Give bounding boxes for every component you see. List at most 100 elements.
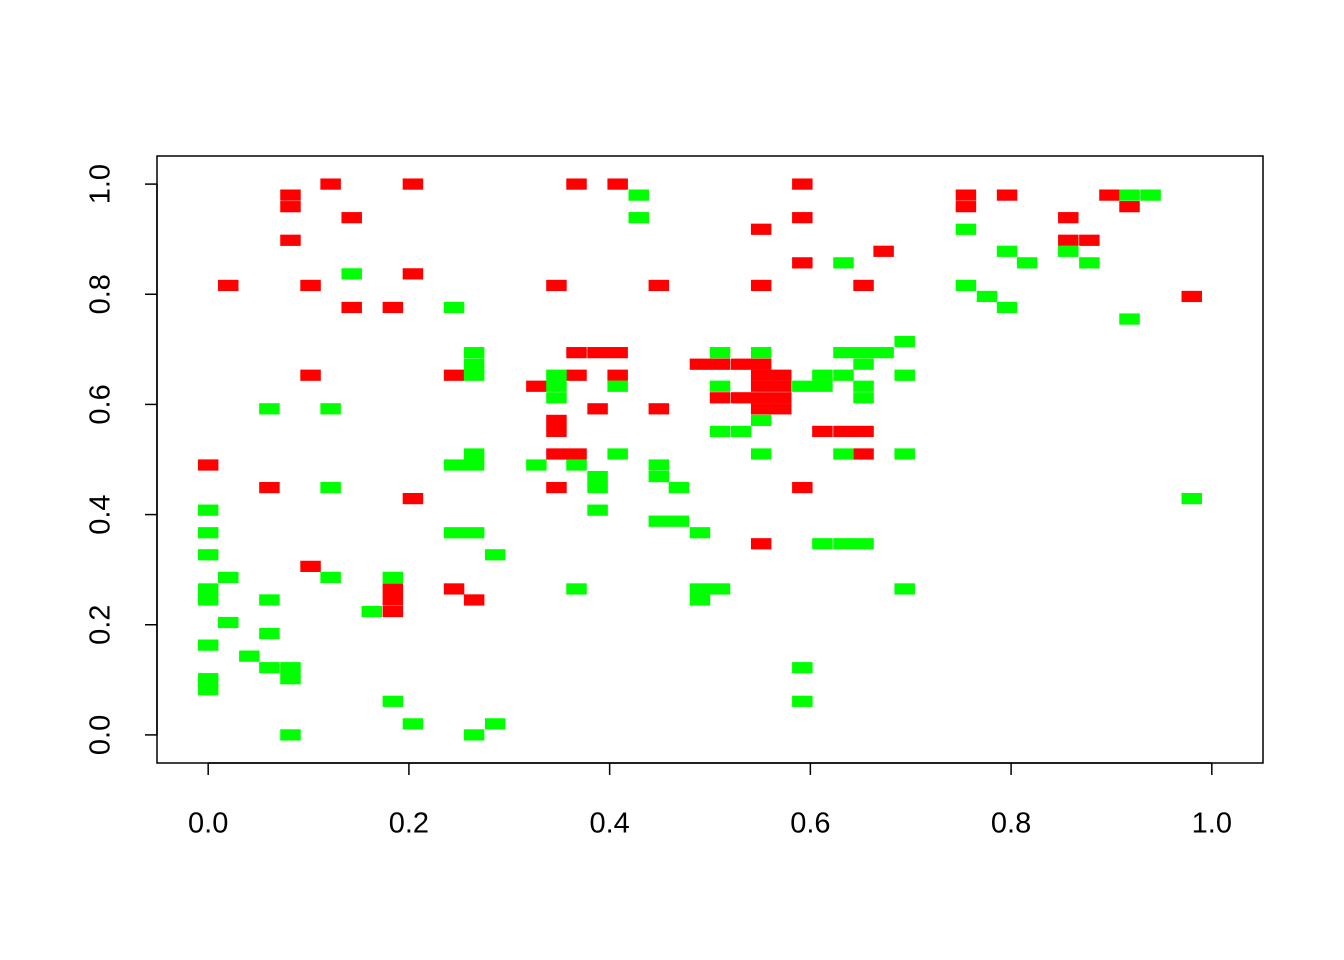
cell	[792, 481, 813, 494]
cell	[546, 392, 567, 404]
cell	[587, 504, 608, 516]
cell	[648, 470, 670, 483]
cell	[197, 673, 219, 685]
cell	[709, 347, 731, 359]
cell	[894, 369, 915, 381]
cell	[341, 268, 362, 280]
cell	[750, 403, 772, 415]
cell	[792, 257, 813, 269]
cell	[197, 583, 219, 595]
cell	[566, 347, 587, 359]
cell	[976, 290, 998, 303]
cell	[709, 358, 731, 370]
cell	[382, 605, 404, 618]
cell	[750, 414, 772, 427]
cell	[280, 729, 301, 741]
cell	[812, 369, 833, 381]
cell	[750, 279, 772, 292]
x-tick-label: 0.8	[991, 808, 1031, 840]
cell	[1058, 234, 1079, 246]
cell	[792, 178, 813, 190]
cell	[382, 594, 404, 606]
cell	[894, 336, 915, 348]
cell	[750, 392, 772, 404]
cell	[320, 481, 341, 494]
cell	[443, 527, 465, 539]
cell	[463, 358, 485, 370]
cell	[280, 201, 301, 213]
cell	[341, 212, 362, 224]
cell	[566, 459, 587, 471]
cell	[197, 459, 219, 471]
cell	[853, 425, 874, 438]
cell	[750, 380, 772, 392]
y-tick-label: 0.2	[85, 605, 117, 645]
cell	[526, 380, 547, 392]
plot-box	[156, 155, 1264, 764]
cell	[484, 718, 506, 730]
cell	[1119, 189, 1140, 201]
cell	[463, 729, 485, 741]
cell	[668, 515, 690, 527]
cell	[546, 369, 567, 381]
cell	[750, 223, 772, 235]
cell	[259, 627, 280, 640]
cell	[833, 369, 854, 381]
cell	[792, 212, 813, 224]
x-tick-label: 0.0	[188, 808, 228, 840]
cell	[833, 448, 854, 460]
cell	[566, 178, 587, 190]
y-tick-label: 0.4	[85, 494, 117, 534]
cell	[463, 459, 485, 471]
cell	[750, 358, 772, 370]
cell	[771, 392, 792, 404]
cell	[320, 178, 341, 190]
cell	[1119, 201, 1140, 213]
cell	[463, 527, 485, 539]
cell	[443, 301, 465, 314]
cell	[587, 470, 608, 483]
cell	[955, 223, 977, 235]
cell	[812, 538, 833, 550]
cell	[382, 695, 404, 707]
cell	[546, 279, 567, 292]
cell	[853, 347, 874, 359]
cell	[566, 369, 587, 381]
cell	[853, 392, 874, 404]
cell	[628, 189, 649, 201]
cell	[259, 594, 280, 606]
cell	[750, 448, 772, 460]
cell	[771, 380, 792, 392]
cell	[750, 369, 772, 381]
cell	[648, 459, 670, 471]
cell	[1099, 189, 1120, 201]
cell	[443, 459, 465, 471]
cell	[607, 178, 628, 190]
cell	[300, 560, 321, 572]
cell	[1079, 234, 1100, 246]
cell	[546, 414, 567, 427]
cell	[996, 245, 1018, 257]
cell	[463, 448, 485, 460]
cell	[1016, 257, 1038, 269]
cell	[792, 380, 813, 392]
cell	[259, 481, 280, 494]
cell	[996, 189, 1018, 201]
cell	[197, 639, 219, 651]
cell	[218, 616, 239, 629]
cell	[566, 448, 587, 460]
cell	[382, 583, 404, 595]
cell	[833, 538, 854, 550]
cell	[853, 448, 874, 460]
cell	[1058, 245, 1079, 257]
cell	[771, 403, 792, 415]
cell	[628, 212, 649, 224]
cell	[402, 268, 424, 280]
cell	[689, 594, 711, 606]
cell	[320, 571, 341, 583]
cell	[812, 380, 833, 392]
cell	[546, 425, 567, 438]
cell	[833, 425, 854, 438]
cell	[1058, 212, 1079, 224]
